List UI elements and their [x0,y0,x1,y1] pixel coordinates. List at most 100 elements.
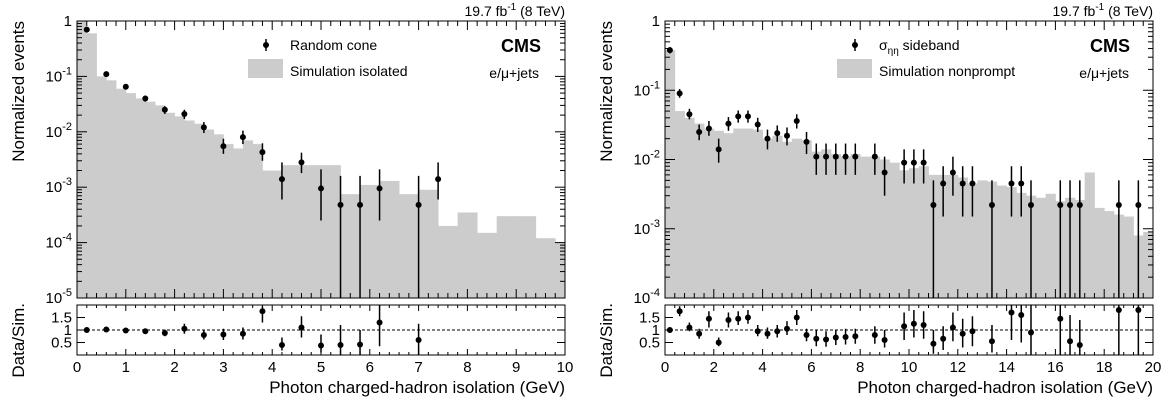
legend-sim-label: Simulation isolated [290,63,408,79]
ratio-y-axis-label: Data/Sim. [9,303,28,378]
y-tick-label: 10-2 [634,149,660,169]
sim-bar [665,50,676,298]
data-point [1057,202,1064,209]
data-point [278,176,285,183]
x-tick-label: 6 [366,359,374,376]
legend-data-marker [263,42,269,48]
ratio-point [949,324,956,331]
sim-bar [281,165,302,298]
data-point [949,169,956,176]
data-point [871,153,878,160]
y-tick-base: 10 [634,152,651,169]
data-point [435,176,442,183]
sim-bar [879,159,890,298]
sim-bar [233,148,244,298]
ratio-point [376,319,383,326]
sim-bar [1123,216,1134,298]
sim-bar [1016,192,1027,298]
sim-bar [909,168,920,298]
data-point [220,143,227,150]
sim-bar [743,128,754,298]
sim-bar [555,242,566,298]
y-tick-label: 10-3 [46,176,72,196]
data-point [1135,202,1142,209]
data-point [1008,180,1015,187]
x-tick-label: 3 [219,359,227,376]
sim-bar [938,174,949,298]
data-point [239,134,246,141]
ratio-point [774,328,781,335]
sim-bar [174,116,185,298]
x-tick-label: 20 [1145,359,1162,376]
data-point [142,95,149,102]
data-point [852,153,859,160]
ratio-point [735,315,742,322]
sim-bar [791,138,803,298]
luminosity-label: 19.7 fb-1 (8 TeV) [465,2,566,19]
y-tick-label: 10-1 [46,65,72,85]
y-tick-base: 10 [46,290,63,307]
data-point [803,138,810,145]
sim-bar [1094,207,1105,298]
legend-sigma-subscript: ηη [888,46,899,57]
ratio-point [842,334,849,340]
sim-bar [772,135,783,298]
sim-bar [840,156,851,298]
y-axis-label: Normalized events [9,21,28,162]
sim-bar [96,76,107,299]
sim-bar [125,93,136,299]
sim-bar [135,98,146,298]
ratio-point [715,339,722,346]
experiment-label: CMS [501,36,541,56]
x-tick-label: 4 [268,359,276,376]
sim-bar [850,154,861,298]
x-tick-label: 16 [1047,359,1064,376]
sim-bar [996,185,1007,298]
x-tick-label: 14 [998,359,1015,376]
sim-bar [340,194,361,298]
y-tick-base: 10 [46,124,63,141]
sim-bar [762,138,773,298]
data-point [259,149,266,156]
x-tick-label: 8 [856,359,864,376]
sim-bar [821,149,832,298]
x-tick-label: 8 [463,359,471,376]
x-tick-label: 10 [901,359,918,376]
legend-data-label: Random cone [290,37,377,53]
x-tick-label: 5 [317,359,325,376]
sim-bar [684,117,695,298]
data-point [813,153,820,160]
sim-bar [496,216,517,298]
sim-bar [830,154,842,298]
data-point [764,135,771,142]
legend-data-label: σηη sideband [879,37,959,57]
data-point [705,125,712,132]
y-tick-exponent: -4 [650,287,660,299]
sim-bar [164,112,175,299]
data-point [774,130,781,137]
sim-bar [223,144,234,298]
legend-sim-swatch [837,59,872,78]
y-axis-label: Normalized events [597,21,616,162]
sim-bar [301,165,322,298]
sim-bar [713,130,724,298]
data-point [318,185,324,192]
data-point [376,185,383,192]
ratio-point [259,308,266,315]
sim-bar [477,232,498,298]
sim-bar [811,151,822,298]
x-axis-label: Photon charged-hadron isolation (GeV) [269,378,565,397]
x-tick-label: 1 [122,359,130,376]
sim-bar [399,194,419,298]
luminosity-energy: (8 TeV) [516,3,565,19]
data-point [666,47,673,54]
y-tick-exponent: -2 [650,149,660,161]
data-point [1076,202,1083,209]
data-point [988,202,995,209]
ratio-point [930,340,937,347]
y-tick-base: 10 [634,82,651,99]
sim-bar [967,183,978,298]
y-tick-label: 10-5 [46,287,72,307]
ratio-point [725,317,732,323]
